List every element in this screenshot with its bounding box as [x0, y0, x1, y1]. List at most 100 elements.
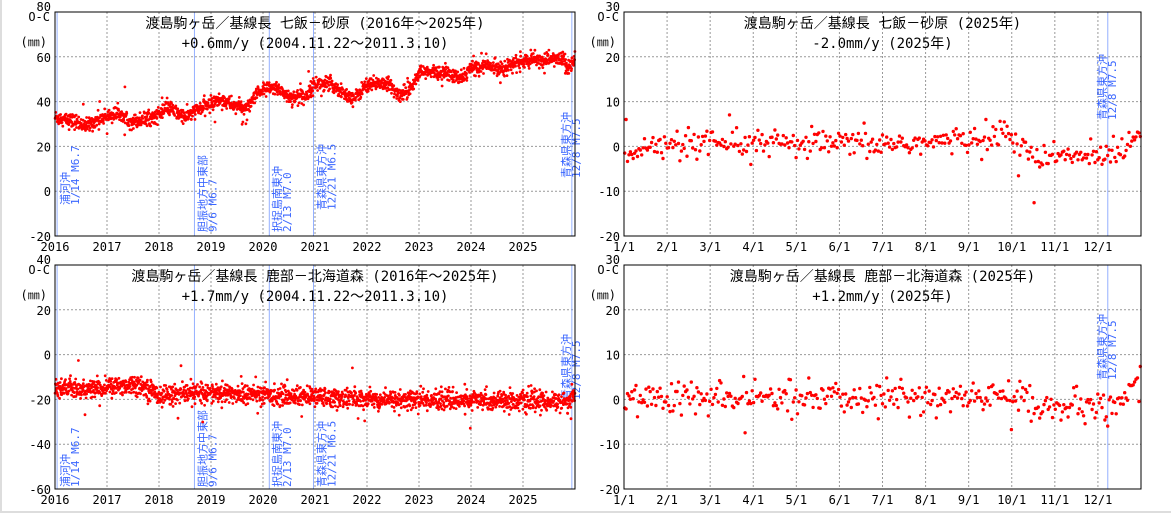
data-point [1009, 133, 1014, 137]
data-point [828, 135, 832, 139]
data-point [541, 391, 544, 395]
data-point [241, 120, 245, 124]
data-point [968, 398, 972, 403]
data-point [1077, 407, 1082, 411]
data-point [219, 385, 223, 389]
data-point [302, 388, 305, 392]
event-label-detail: 12/8 M7.5 [570, 118, 583, 178]
data-point [776, 133, 780, 137]
data-point [328, 390, 331, 393]
data-point [281, 392, 285, 396]
data-point [1134, 135, 1138, 139]
y-tick-label: 20 [37, 304, 51, 318]
data-point [311, 77, 315, 80]
data-point [322, 88, 326, 92]
data-point [1091, 402, 1096, 406]
data-point [822, 397, 827, 401]
data-point [355, 402, 359, 406]
data-point [900, 136, 904, 140]
x-tick-label: 2023 [405, 493, 434, 507]
data-point [890, 389, 895, 393]
data-point [934, 138, 938, 143]
data-point [192, 393, 196, 396]
data-point [783, 388, 787, 393]
data-point [138, 378, 142, 382]
data-point [1125, 398, 1130, 402]
data-point [305, 384, 309, 388]
data-point [352, 94, 355, 98]
data-point [425, 70, 429, 74]
event-label-detail: 1/14 M6.7 [69, 427, 82, 487]
data-point [647, 385, 651, 389]
data-point [568, 402, 572, 406]
data-point [213, 120, 217, 124]
data-point [558, 398, 562, 402]
data-point [124, 390, 128, 394]
data-point [710, 402, 715, 407]
x-tick-label: 2/1 [656, 493, 678, 507]
data-point [133, 375, 136, 379]
data-point [251, 398, 255, 402]
data-point [368, 385, 372, 389]
data-point [383, 398, 386, 402]
data-point [549, 403, 553, 407]
data-point [311, 89, 315, 93]
data-point [998, 389, 1002, 394]
data-point [312, 399, 316, 403]
y-tick-label: 40 [37, 253, 51, 267]
data-point [1005, 398, 1009, 402]
data-point [999, 396, 1004, 401]
data-point [1103, 157, 1107, 161]
data-points [53, 48, 577, 137]
data-point [148, 399, 152, 403]
data-point [263, 396, 267, 400]
data-point [320, 94, 323, 98]
y-tick-label: 20 [606, 304, 620, 318]
data-point [236, 384, 240, 388]
data-point [1059, 418, 1063, 422]
data-point [102, 122, 105, 125]
data-point [225, 398, 228, 402]
data-point [1012, 394, 1016, 399]
data-point [58, 385, 62, 388]
data-point [829, 394, 834, 398]
data-point [176, 107, 180, 111]
data-point [317, 82, 320, 86]
data-point [1004, 134, 1008, 139]
data-point [492, 71, 496, 75]
data-point [924, 385, 929, 389]
data-point [790, 140, 794, 144]
data-point [859, 396, 863, 400]
data-point [706, 152, 710, 157]
data-point [351, 366, 354, 370]
data-point [545, 408, 549, 412]
data-point [1032, 411, 1036, 416]
data-point [1064, 152, 1069, 157]
data-point [393, 409, 396, 413]
event-label-detail: 2/13 M7.0 [281, 427, 294, 487]
data-point [432, 63, 435, 67]
data-point [1046, 161, 1050, 166]
data-point [787, 146, 791, 150]
data-point [149, 384, 152, 388]
data-point [698, 149, 702, 153]
data-point [451, 385, 455, 389]
data-point [276, 402, 280, 406]
data-point [936, 135, 940, 139]
data-point [1132, 138, 1137, 142]
data-point [570, 382, 574, 386]
data-point [491, 61, 495, 64]
data-point [97, 122, 101, 126]
data-point [953, 394, 957, 399]
data-point [634, 149, 638, 153]
data-point [1021, 386, 1025, 390]
x-tick-label: 3/1 [699, 240, 721, 254]
data-point [909, 396, 913, 400]
data-point [848, 397, 852, 401]
data-point [554, 393, 558, 397]
data-point [454, 72, 458, 76]
data-point [370, 399, 374, 403]
data-point [567, 72, 571, 75]
data-point [683, 134, 688, 138]
data-point [705, 392, 709, 396]
